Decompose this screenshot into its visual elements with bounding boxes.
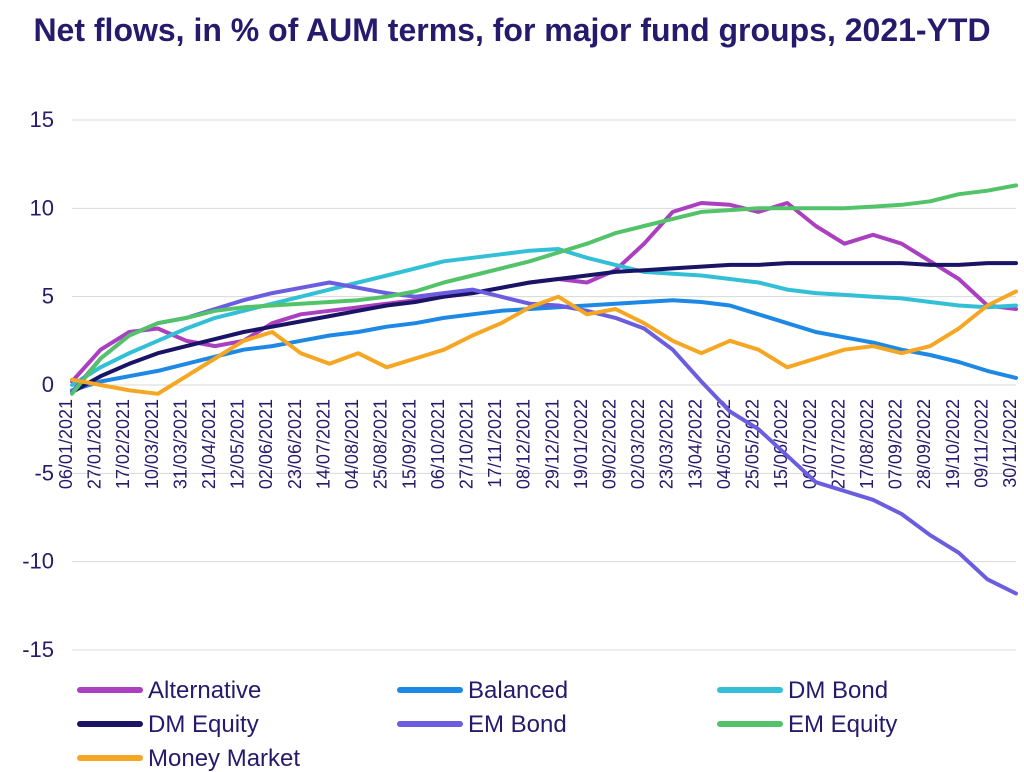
legend-label-alternative: Alternative — [148, 677, 261, 704]
x-tick-label: 06/01/2021 — [56, 399, 76, 489]
legend-label-dm-bond: DM Bond — [788, 677, 888, 704]
legend-label-em-equity: EM Equity — [788, 711, 897, 738]
x-tick-label: 09/11/2022 — [971, 399, 991, 488]
x-tick-label: 13/04/2022 — [685, 399, 705, 489]
x-tick-label: 02/06/2021 — [256, 399, 276, 489]
x-tick-label: 19/10/2022 — [943, 399, 963, 489]
legend-label-money-market: Money Market — [148, 745, 300, 772]
y-tick-label: -5 — [34, 460, 54, 485]
x-tick-label: 30/11/2022 — [1000, 399, 1020, 488]
x-tick-label: 29/12/2021 — [542, 399, 562, 489]
y-tick-label: 5 — [42, 284, 54, 309]
x-tick-label: 27/07/2022 — [828, 399, 848, 489]
chart-svg: -15 -10 -5 0 5 10 15 06/01/2021 27/01/2021 17/02/… — [0, 0, 1024, 772]
series-alternative — [72, 203, 1016, 382]
x-tick-label: 08/12/2021 — [514, 399, 534, 489]
x-tick-label: 21/04/2021 — [199, 399, 219, 489]
x-tick-label: 06/10/2021 — [428, 399, 448, 489]
x-tick-label: 07/09/2022 — [886, 399, 906, 489]
x-tick-label: 23/06/2021 — [285, 399, 305, 489]
series-em-equity — [72, 185, 1016, 393]
y-tick-label: -10 — [22, 549, 54, 574]
series-dm-equity — [72, 263, 1016, 392]
x-tick-label: 27/01/2021 — [85, 399, 105, 489]
legend-label-dm-equity: DM Equity — [148, 711, 259, 738]
x-tick-label: 09/02/2022 — [600, 399, 620, 489]
x-tick-label: 17/02/2021 — [113, 399, 133, 489]
x-tick-label: 23/03/2022 — [657, 399, 677, 489]
chart-container: Net flows, in % of AUM terms, for major … — [0, 0, 1024, 772]
x-tick-label: 04/08/2021 — [342, 399, 362, 489]
legend-label-em-bond: EM Bond — [468, 711, 567, 738]
x-tick-label: 25/08/2021 — [371, 399, 391, 489]
x-tick-label: 12/05/2021 — [228, 399, 248, 489]
y-tick-label: 10 — [30, 195, 54, 220]
x-tick-label: 15/09/2021 — [399, 399, 419, 489]
x-tick-label: 27/10/2021 — [456, 399, 476, 489]
y-tick-label: -15 — [22, 637, 54, 662]
x-tick-label: 31/03/2021 — [170, 399, 190, 489]
x-tick-label: 19/01/2022 — [571, 399, 591, 489]
y-tick-label: 15 — [30, 107, 54, 132]
y-tick-label: 0 — [42, 372, 54, 397]
legend-label-balanced: Balanced — [468, 677, 568, 704]
x-tick-label: 17/08/2022 — [857, 399, 877, 489]
x-tick-label: 28/09/2022 — [914, 399, 934, 489]
x-tick-label: 25/05/2022 — [743, 399, 763, 489]
x-tick-label: 10/03/2021 — [142, 399, 162, 489]
series-dm-bond — [72, 249, 1016, 385]
x-tick-label: 02/03/2022 — [628, 399, 648, 489]
x-tick-label: 14/07/2021 — [313, 399, 333, 489]
x-tick-label: 17/11/2021 — [485, 399, 505, 488]
